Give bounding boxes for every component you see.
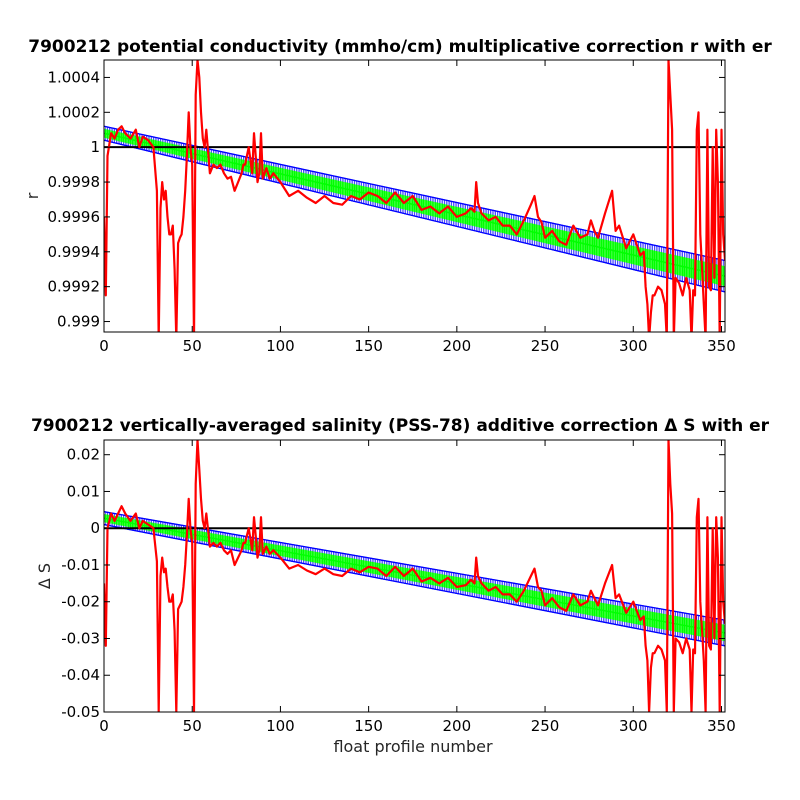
y-tick-label: -0.04	[61, 666, 100, 684]
measured-series-line	[104, 60, 725, 332]
y-axis-label: Δ S	[35, 563, 54, 589]
x-tick-label: 200	[443, 717, 472, 735]
x-tick-label: 100	[266, 717, 295, 735]
x-tick-label: 300	[619, 717, 648, 735]
y-tick-label: -0.03	[61, 629, 100, 647]
conductivity-correction-panel: 7900212 potential conductivity (mmho/cm)…	[23, 37, 772, 355]
y-tick-label: 0.01	[67, 482, 100, 500]
x-tick-label: 150	[354, 717, 383, 735]
axes-frame	[103, 59, 726, 333]
y-tick-label: 0	[90, 519, 100, 537]
x-tick-label: 150	[354, 337, 383, 355]
x-tick-label: 0	[99, 717, 109, 735]
axes-frame	[103, 439, 726, 713]
lower-error-line	[104, 139, 725, 293]
salinity-correction-panel: 7900212 vertically-averaged salinity (PS…	[31, 416, 770, 756]
x-tick-label: 300	[619, 337, 648, 355]
y-tick-label: -0.01	[61, 556, 100, 574]
y-tick-label: 1	[90, 138, 100, 156]
plot-area	[104, 60, 725, 332]
x-tick-label: 50	[183, 717, 202, 735]
x-tick-label: 100	[266, 337, 295, 355]
y-tick-label: 0.9996	[48, 208, 101, 226]
x-tick-label: 0	[99, 337, 109, 355]
x-tick-label: 50	[183, 337, 202, 355]
y-tick-label: 0.999	[57, 313, 100, 331]
y-tick-label: 1.0004	[48, 68, 101, 86]
x-axis-label: float profile number	[333, 737, 493, 756]
x-tick-label: 250	[531, 717, 560, 735]
y-tick-label: 0.9994	[48, 243, 101, 261]
y-tick-label: 0.9998	[48, 173, 101, 191]
plot-layer: 0 50 100 150 200 250 300 350 -0.05 -0.04 -0.03 -0.0…	[61, 439, 736, 735]
y-tick-label: 0.9992	[48, 278, 101, 296]
y-tick-label: 1.0002	[48, 103, 101, 121]
y-axis-label: r	[23, 192, 42, 199]
y-tick-label: -0.02	[61, 593, 100, 611]
x-tick-label: 200	[443, 337, 472, 355]
x-tick-label: 250	[531, 337, 560, 355]
plot-layer: 0 50 100 150 200 250 300 350 0.999 0.9992 0.9994 0.…	[48, 59, 736, 355]
panel-title: 7900212 vertically-averaged salinity (PS…	[31, 416, 770, 436]
y-tick-label: -0.05	[61, 703, 100, 721]
measured-series-line	[104, 440, 725, 712]
x-tick-label: 350	[707, 337, 736, 355]
lower-error-line	[104, 523, 725, 647]
panel-title: 7900212 potential conductivity (mmho/cm)…	[28, 37, 772, 57]
y-tick-label: 0.02	[67, 446, 100, 464]
x-tick-label: 350	[707, 717, 736, 735]
plot-area	[104, 440, 725, 712]
